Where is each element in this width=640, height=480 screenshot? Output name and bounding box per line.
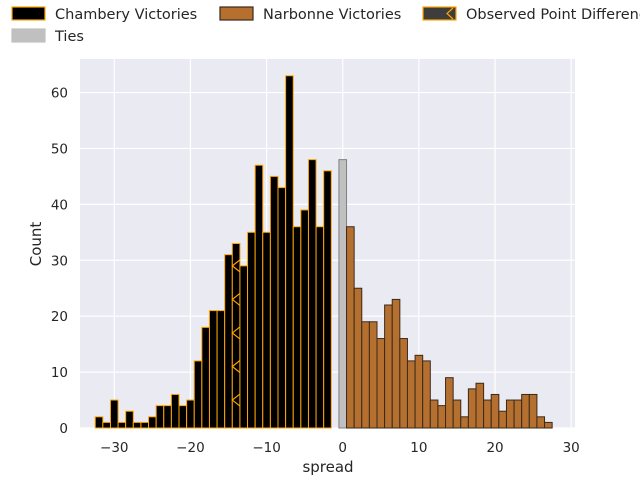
histogram-bar: [140, 421, 150, 429]
histogram-bar: [315, 226, 325, 429]
histogram-bar: [239, 265, 249, 429]
y-tick-label: 40: [51, 197, 68, 213]
legend-label: Ties: [54, 29, 84, 45]
histogram-bar: [292, 226, 302, 429]
x-tick-label: 30: [563, 440, 580, 456]
histogram-bar: [323, 170, 332, 429]
histogram-bar: [422, 360, 431, 429]
histogram-bar: [338, 159, 348, 429]
histogram-bar: [490, 393, 500, 429]
legend-item: Ties: [11, 28, 84, 45]
legend-swatch: [219, 6, 254, 21]
histogram-bar: [155, 405, 165, 429]
histogram-bar: [193, 360, 203, 429]
histogram-bar: [460, 416, 469, 429]
x-tick-label: 0: [338, 440, 347, 456]
histogram-bar: [109, 399, 119, 429]
histogram-bar: [285, 75, 294, 429]
observed-point-difference-marker: [231, 259, 241, 273]
histogram-bar: [391, 298, 401, 429]
legend-hatch-marker: [446, 7, 454, 20]
histogram-bar: [406, 360, 416, 429]
histogram-bar: [307, 159, 317, 429]
histogram-bar: [399, 338, 408, 429]
histogram-bar: [368, 321, 378, 429]
histogram-bar: [521, 393, 530, 429]
histogram-bar: [346, 226, 355, 429]
histogram-bar: [117, 421, 127, 429]
histogram-bar: [262, 231, 271, 429]
histogram-bar: [376, 338, 386, 429]
observed-point-difference-marker: [231, 326, 241, 340]
histogram-bar: [429, 399, 439, 429]
y-axis-label: Count: [27, 222, 45, 267]
histogram-bar: [505, 399, 515, 429]
legend-swatch: [11, 6, 46, 21]
histogram-bar: [384, 304, 393, 429]
legend-item: Narbonne Victories: [219, 6, 401, 23]
y-tick-label: 0: [59, 421, 68, 437]
y-tick-label: 10: [51, 365, 68, 381]
histogram-bar: [94, 416, 104, 429]
histogram-bar: [300, 209, 309, 429]
histogram-bar: [445, 377, 454, 429]
histogram-bar: [544, 421, 553, 429]
histogram-bar: [277, 187, 287, 429]
legend-label: Narbonne Victories: [263, 7, 401, 23]
histogram-bar: [467, 388, 477, 429]
histogram-bar: [528, 393, 538, 429]
x-tick-label: 20: [486, 440, 503, 456]
histogram-bar: [536, 416, 546, 429]
histogram-bar: [178, 405, 188, 429]
histogram-bar: [437, 405, 447, 429]
legend-item: Observed Point Difference: [422, 6, 640, 23]
histogram-bar: [163, 405, 172, 429]
histogram-bar: [361, 321, 370, 429]
y-tick-label: 20: [51, 309, 68, 325]
x-tick-label: −10: [252, 440, 281, 456]
x-tick-labels: −30 −20 −10 0 10 20 30: [100, 440, 580, 456]
histogram-bar: [201, 326, 210, 429]
observed-point-difference-marker: [231, 360, 241, 373]
legend-label: Chambery Victories: [55, 7, 197, 23]
observed-point-difference-markers: [231, 259, 241, 407]
histogram-bar: [513, 399, 523, 429]
x-axis-label: spread: [302, 458, 353, 476]
histogram-bar: [498, 410, 507, 429]
bars: [94, 75, 553, 429]
histogram-bar: [148, 416, 157, 429]
histogram-bar: [170, 393, 180, 429]
histogram-bar: [247, 231, 256, 429]
histogram-bar: [186, 399, 195, 429]
legend-swatch: [11, 28, 46, 43]
y-tick-label: 50: [51, 141, 68, 157]
histogram-bar: [475, 382, 485, 429]
legend-label: Observed Point Difference: [466, 7, 640, 23]
histogram-bar: [224, 254, 233, 429]
legend-swatch: [422, 6, 457, 21]
histogram-bar: [125, 410, 134, 429]
histogram-bar: [414, 354, 424, 429]
observed-point-difference-marker: [231, 292, 241, 306]
y-tick-labels: 0 10 20 30 40 50 60: [51, 86, 68, 437]
histogram-bar: [208, 310, 218, 429]
x-tick-label: −30: [100, 440, 129, 456]
legend: Chambery Victories Narbonne Victories Obse…: [11, 6, 640, 45]
histogram-bar: [132, 421, 142, 429]
observed-point-difference-marker: [231, 393, 241, 407]
x-tick-label: −20: [176, 440, 205, 456]
histogram-bar: [452, 399, 462, 429]
histogram-bar: [216, 310, 226, 429]
histogram-bar: [254, 164, 264, 429]
y-tick-label: 30: [51, 253, 68, 269]
histogram-bar: [102, 421, 111, 429]
histogram-bar: [269, 175, 279, 429]
legend-item: Chambery Victories: [11, 6, 197, 23]
x-tick-label: 10: [410, 440, 427, 456]
histogram-bar: [483, 399, 492, 429]
histogram-bar: [353, 287, 363, 429]
y-tick-label: 60: [51, 86, 68, 102]
